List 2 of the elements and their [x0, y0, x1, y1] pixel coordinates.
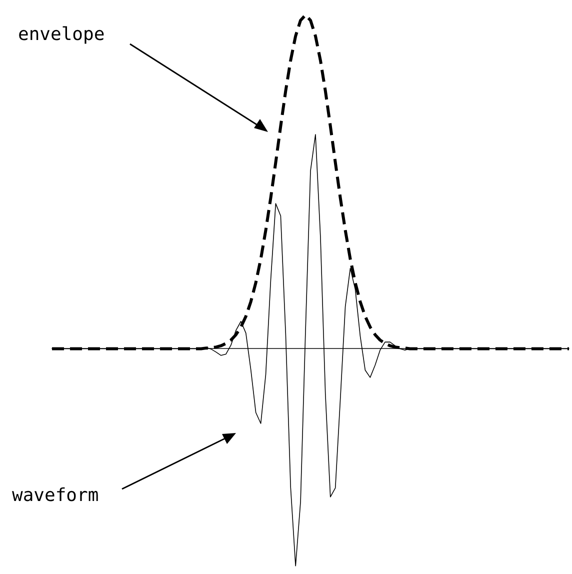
annotation: envelope [18, 24, 105, 45]
annotation: waveform [12, 485, 99, 506]
